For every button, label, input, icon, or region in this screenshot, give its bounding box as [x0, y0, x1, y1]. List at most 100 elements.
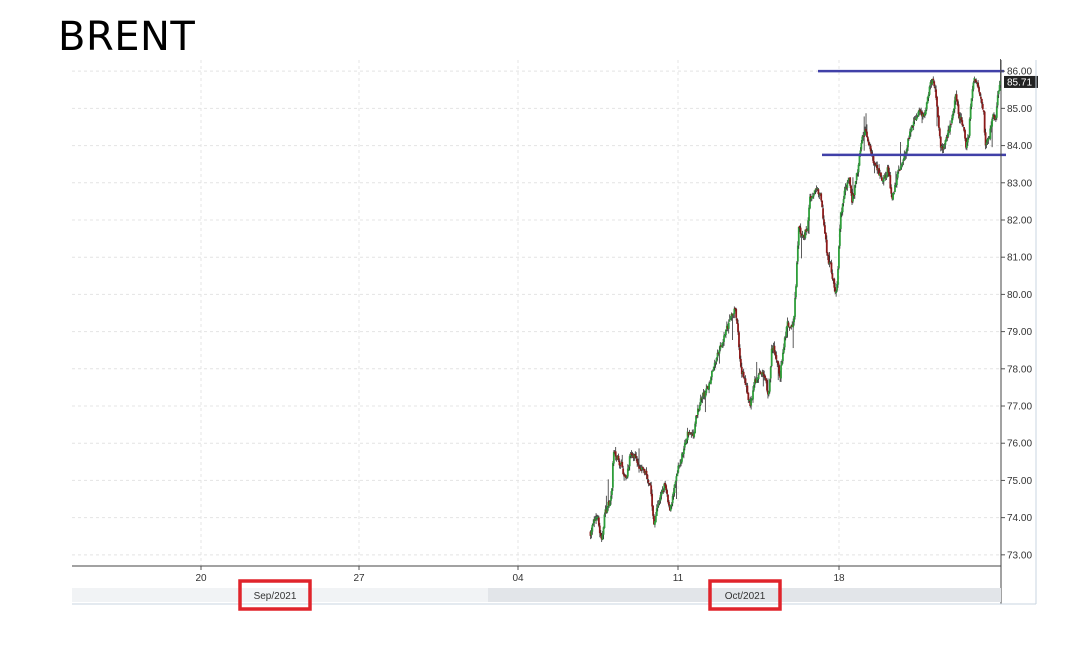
x-tick-label: 27	[353, 573, 365, 584]
candle-body	[713, 362, 716, 367]
candle-body	[669, 505, 672, 511]
candle-body	[698, 405, 701, 411]
candle-body	[637, 462, 640, 465]
candle-body	[638, 465, 640, 469]
candle-body	[765, 378, 767, 382]
candle-body	[882, 177, 885, 182]
candle-body	[890, 187, 893, 194]
candle-body	[753, 385, 755, 391]
candle-body	[838, 228, 841, 246]
candle-body	[625, 475, 627, 478]
candle-body	[716, 352, 719, 358]
candle-body	[966, 141, 968, 148]
candle-body	[842, 198, 845, 204]
candle-body	[969, 106, 972, 120]
y-tick-label: 84.00	[1007, 141, 1032, 152]
month-highlight-box	[238, 579, 312, 611]
candle-body	[815, 188, 818, 190]
candle-body	[838, 246, 840, 269]
candle-body	[749, 400, 752, 406]
candle-body	[717, 352, 720, 354]
candle-body	[781, 352, 784, 362]
candle-body	[811, 195, 814, 198]
grid	[72, 60, 1001, 566]
candle-body	[664, 483, 667, 486]
candle-body	[634, 454, 637, 457]
candle-body	[735, 308, 738, 318]
candle-body	[792, 322, 795, 328]
candle-body	[793, 315, 795, 323]
candle-body	[758, 372, 761, 374]
candle-body	[704, 391, 707, 398]
candle-body	[935, 89, 937, 98]
candle-body	[930, 82, 933, 84]
candle-body	[725, 325, 728, 329]
candle-body	[594, 519, 597, 521]
candle-body	[803, 234, 806, 238]
candle-body	[998, 85, 1001, 91]
candle-body	[733, 308, 736, 314]
candle-body	[786, 321, 789, 328]
candle-body	[833, 278, 836, 288]
candle-body	[788, 326, 791, 328]
candle-body	[828, 262, 831, 264]
candle-body	[913, 119, 916, 121]
candle-body	[598, 525, 601, 534]
candle-body	[694, 423, 696, 434]
candle-body	[619, 464, 622, 466]
candle-body	[623, 473, 625, 477]
candle-body	[618, 460, 621, 466]
candle-body	[960, 117, 963, 121]
candle-body	[730, 314, 733, 318]
candle-body	[849, 177, 852, 186]
candle-body	[693, 432, 696, 437]
candle-body	[589, 531, 592, 536]
candle-body	[607, 501, 610, 508]
candle-body	[639, 467, 641, 469]
candle-body	[964, 130, 966, 139]
candle-body	[632, 454, 635, 458]
candle-body	[725, 329, 727, 335]
candle-body	[996, 95, 999, 106]
candle-body	[953, 100, 956, 109]
candle-body	[917, 111, 920, 117]
candle-body	[696, 415, 698, 416]
y-tick-label: 75.00	[1007, 476, 1032, 487]
candle-body	[678, 465, 681, 466]
candle-body	[714, 362, 717, 364]
scroll-thumb	[488, 588, 1001, 602]
levels	[818, 69, 1006, 157]
candle-body	[676, 473, 679, 476]
candle-body	[957, 104, 960, 115]
candle-body	[722, 342, 725, 345]
chart-title: BRENT	[58, 14, 196, 60]
candle-body	[592, 523, 595, 526]
candle-body	[841, 204, 844, 213]
candle-body	[887, 166, 890, 173]
candle-body	[994, 117, 997, 119]
candle-body	[616, 455, 619, 460]
candle-body	[997, 90, 1000, 95]
candle-body	[928, 86, 931, 95]
candle-body	[655, 508, 658, 516]
candle-body	[889, 175, 892, 189]
candle-body	[846, 182, 849, 188]
candle-body	[944, 140, 947, 145]
candle-body	[628, 456, 631, 467]
candle-body	[937, 106, 939, 118]
candle-body	[745, 386, 748, 387]
candle-body	[712, 366, 715, 371]
candle-body	[948, 129, 951, 131]
candle-body	[626, 468, 629, 477]
candle-body	[918, 109, 921, 113]
candle-body	[697, 409, 700, 411]
candle-body	[727, 322, 730, 329]
candle-body	[614, 451, 617, 457]
candle-body	[951, 113, 954, 119]
candle-body	[906, 147, 909, 152]
candle-body	[940, 146, 943, 148]
candle-body	[947, 129, 950, 137]
candle-body	[974, 79, 977, 82]
candle-body	[595, 517, 597, 521]
y-tick-label: 73.00	[1007, 550, 1032, 561]
